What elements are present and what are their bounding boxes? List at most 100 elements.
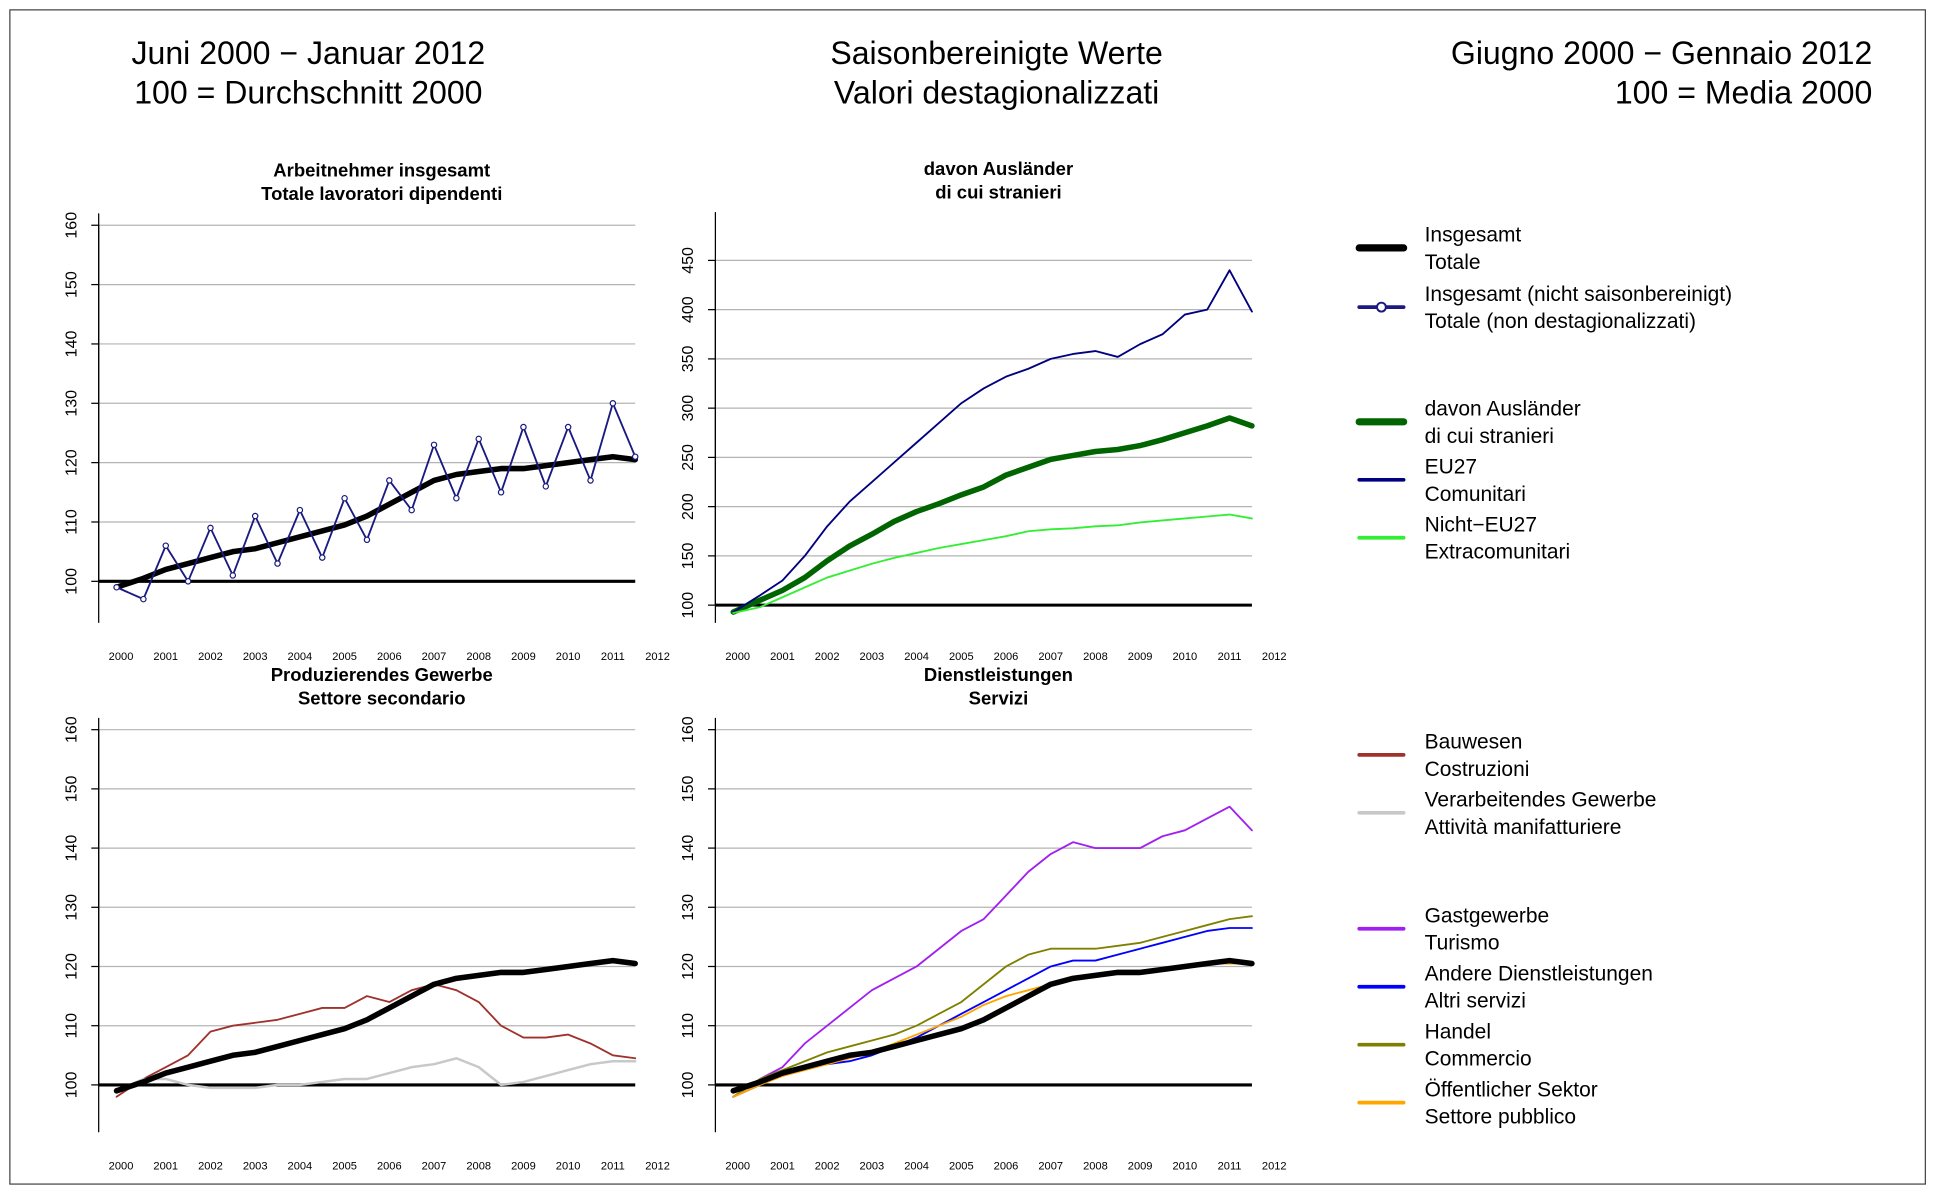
chart-title: Arbeitnehmer insgesamt Totale lavoratori … bbox=[261, 159, 502, 203]
y-tick-label: 130 bbox=[62, 390, 80, 417]
header-text: Juni 2000 − Januar 2012 bbox=[132, 35, 486, 71]
header-text: 100 = Durchschnitt 2000 bbox=[134, 75, 482, 111]
header-text: 100 = Media 2000 bbox=[1615, 75, 1872, 111]
x-tick-label: 2009 bbox=[1128, 651, 1153, 663]
legend-label: Verarbeitendes Gewerbe Attività manifattu… bbox=[1425, 789, 1657, 839]
x-tick-label: 2005 bbox=[332, 651, 357, 663]
x-tick-label: 2009 bbox=[511, 1160, 536, 1172]
x-tick-label: 2012 bbox=[645, 651, 670, 663]
legend-label: Andere Dienstleistungen Altri servizi bbox=[1425, 963, 1653, 1013]
y-tick-label: 100 bbox=[679, 592, 697, 619]
legend-label: Insgesamt Totale bbox=[1425, 224, 1522, 274]
x-tick-label: 2008 bbox=[466, 651, 491, 663]
y-tick-label: 130 bbox=[679, 894, 697, 921]
y-tick-label: 110 bbox=[62, 1013, 80, 1039]
x-tick-label: 2010 bbox=[556, 651, 581, 663]
x-tick-label: 2011 bbox=[601, 1160, 625, 1172]
series-line bbox=[113, 400, 639, 603]
legend-label: Insgesamt (nicht saisonbereinigt) Totale … bbox=[1425, 283, 1732, 333]
x-tick-label: 2011 bbox=[1218, 651, 1242, 663]
x-tick-label: 2005 bbox=[949, 1160, 974, 1172]
series-line bbox=[115, 983, 637, 1098]
x-tick-label: 2006 bbox=[994, 651, 1019, 663]
x-tick-label: 2000 bbox=[109, 1160, 134, 1172]
legend-label: Bauwesen Costruzioni bbox=[1425, 731, 1530, 781]
x-tick-label: 2000 bbox=[109, 651, 134, 663]
series-line bbox=[732, 915, 1253, 1098]
y-tick-label: 100 bbox=[62, 1071, 80, 1098]
legend-label: Nicht−EU27 Extracomunitari bbox=[1425, 514, 1571, 564]
x-tick-label: 2004 bbox=[288, 1160, 313, 1172]
x-tick-label: 2012 bbox=[1262, 1160, 1287, 1172]
x-tick-label: 2008 bbox=[466, 1160, 491, 1172]
x-tick-label: 2001 bbox=[153, 651, 178, 663]
y-tick-label: 150 bbox=[679, 542, 697, 569]
series-line bbox=[730, 415, 1255, 615]
series-line bbox=[113, 957, 638, 1094]
x-tick-label: 2003 bbox=[860, 1160, 885, 1172]
y-tick-label: 150 bbox=[62, 775, 80, 802]
x-tick-label: 2007 bbox=[1038, 1160, 1063, 1172]
y-tick-label: 150 bbox=[679, 775, 697, 802]
y-tick-label: 200 bbox=[679, 493, 697, 520]
series-line bbox=[732, 805, 1253, 1098]
x-tick-label: 2000 bbox=[725, 1160, 750, 1172]
x-tick-label: 2011 bbox=[1218, 1160, 1242, 1172]
y-tick-label: 140 bbox=[62, 835, 80, 862]
y-tick-label: 160 bbox=[679, 716, 697, 743]
header-text: Giugno 2000 − Gennaio 2012 bbox=[1451, 35, 1872, 71]
x-tick-label: 2001 bbox=[770, 1160, 795, 1172]
header-text: Valori destagionalizzati bbox=[834, 75, 1159, 111]
x-tick-label: 2012 bbox=[645, 1160, 670, 1172]
x-tick-label: 2002 bbox=[198, 651, 223, 663]
legend-label: Gastgewerbe Turismo bbox=[1425, 905, 1550, 955]
x-tick-label: 2002 bbox=[198, 1160, 223, 1172]
x-tick-label: 2004 bbox=[904, 651, 929, 663]
x-tick-label: 2008 bbox=[1083, 651, 1108, 663]
chart-title: davon Ausländer di cui stranieri bbox=[924, 158, 1073, 202]
x-tick-label: 2002 bbox=[815, 1160, 840, 1172]
x-tick-label: 2007 bbox=[422, 1160, 447, 1172]
y-tick-label: 130 bbox=[62, 894, 80, 921]
x-tick-label: 2009 bbox=[1128, 1160, 1153, 1172]
x-tick-label: 2003 bbox=[243, 1160, 268, 1172]
y-tick-label: 140 bbox=[679, 835, 697, 862]
x-tick-label: 2010 bbox=[1173, 1160, 1198, 1172]
series-line bbox=[732, 962, 1253, 1098]
y-tick-label: 160 bbox=[62, 212, 80, 239]
header-text: Saisonbereinigte Werte bbox=[830, 35, 1163, 71]
y-tick-label: 450 bbox=[679, 247, 697, 274]
x-tick-label: 2009 bbox=[511, 651, 536, 663]
y-tick-label: 350 bbox=[679, 345, 697, 372]
y-tick-label: 100 bbox=[62, 568, 80, 595]
x-tick-label: 2006 bbox=[377, 1160, 402, 1172]
series-line bbox=[732, 513, 1253, 614]
series-line bbox=[732, 269, 1253, 613]
legend-label: EU27 Comunitari bbox=[1425, 456, 1526, 506]
legend-label: Handel Commercio bbox=[1425, 1021, 1532, 1071]
x-tick-label: 2010 bbox=[556, 1160, 581, 1172]
series-line bbox=[730, 957, 1255, 1094]
x-tick-label: 2002 bbox=[815, 651, 840, 663]
x-tick-label: 2006 bbox=[994, 1160, 1019, 1172]
x-tick-label: 2007 bbox=[1038, 651, 1063, 663]
x-tick-label: 2005 bbox=[332, 1160, 357, 1172]
x-tick-label: 2012 bbox=[1262, 651, 1287, 663]
x-tick-label: 2010 bbox=[1173, 651, 1198, 663]
y-tick-label: 120 bbox=[62, 449, 80, 476]
x-tick-label: 2006 bbox=[377, 651, 402, 663]
x-tick-label: 2004 bbox=[904, 1160, 929, 1172]
y-tick-label: 250 bbox=[679, 444, 697, 471]
y-tick-label: 140 bbox=[62, 330, 80, 357]
y-tick-label: 110 bbox=[679, 1013, 697, 1039]
y-tick-label: 110 bbox=[62, 509, 80, 535]
legend-label: Öffentlicher Sektor Settore pubblico bbox=[1425, 1078, 1598, 1128]
x-tick-label: 2001 bbox=[770, 651, 795, 663]
y-tick-label: 120 bbox=[62, 953, 80, 980]
y-tick-label: 160 bbox=[62, 716, 80, 743]
x-tick-label: 2007 bbox=[422, 651, 447, 663]
x-tick-label: 2005 bbox=[949, 651, 974, 663]
x-tick-label: 2000 bbox=[725, 651, 750, 663]
x-tick-label: 2001 bbox=[153, 1160, 178, 1172]
